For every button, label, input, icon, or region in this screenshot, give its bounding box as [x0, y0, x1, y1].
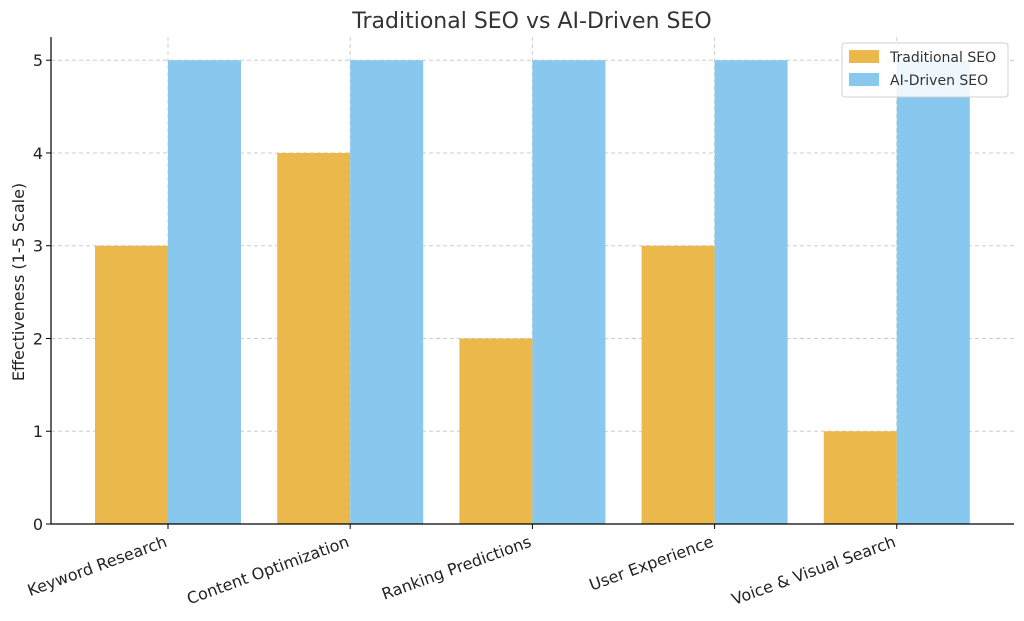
- legend-label-traditional-seo: Traditional SEO: [889, 50, 996, 66]
- x-tick-label-keyword-research: Keyword Research: [25, 532, 169, 600]
- y-tick-label-1: 1: [33, 422, 43, 441]
- y-tick-label-4: 4: [33, 144, 43, 163]
- bar-traditional-seo-content-optimization: [277, 152, 351, 524]
- bar-traditional-seo-keyword-research: [95, 245, 168, 524]
- x-tick-label-content-optimization: Content Optimization: [184, 532, 351, 608]
- y-tick-label-3: 3: [33, 237, 43, 256]
- x-tick-label-voice-and-visual-search: Voice & Visual Search: [729, 532, 898, 609]
- y-axis-title: Effectiveness (1-5 Scale): [9, 183, 28, 381]
- x-tick-label-ranking-predictions: Ranking Predictions: [379, 532, 534, 604]
- legend-swatch-traditional-seo: [849, 50, 879, 63]
- bar-layer: [95, 60, 970, 524]
- bar-traditional-seo-voice-and-visual-search: [823, 431, 897, 524]
- x-tick-labels: Keyword Research Content Optimization Rank…: [25, 532, 898, 609]
- y-tick-label-5: 5: [33, 51, 43, 70]
- x-tick-label-user-experience: User Experience: [587, 532, 716, 595]
- bar-traditional-seo-user-experience: [641, 245, 715, 524]
- legend-box: [841, 42, 1009, 98]
- bar-traditional-seo-ranking-predictions: [459, 338, 533, 524]
- bar-ai-driven-seo-voice-and-visual-search: [896, 60, 970, 524]
- legend-swatch-ai-driven-seo: [849, 73, 879, 86]
- y-tick-label-0: 0: [33, 515, 43, 534]
- chart-title: Traditional SEO vs AI-Driven SEO: [351, 9, 711, 34]
- legend: Traditional SEO AI-Driven SEO: [841, 42, 1009, 98]
- axis-layer: [46, 37, 1014, 529]
- bar-ai-driven-seo-keyword-research: [168, 60, 241, 524]
- y-tick-label-2: 2: [33, 329, 43, 348]
- bar-ai-driven-seo-user-experience: [714, 60, 788, 524]
- bar-ai-driven-seo-content-optimization: [350, 60, 424, 524]
- bar-ai-driven-seo-ranking-predictions: [532, 60, 606, 524]
- y-tick-labels: 0 1 2 3 4 5: [33, 51, 43, 534]
- legend-label-ai-driven-seo: AI-Driven SEO: [890, 73, 988, 89]
